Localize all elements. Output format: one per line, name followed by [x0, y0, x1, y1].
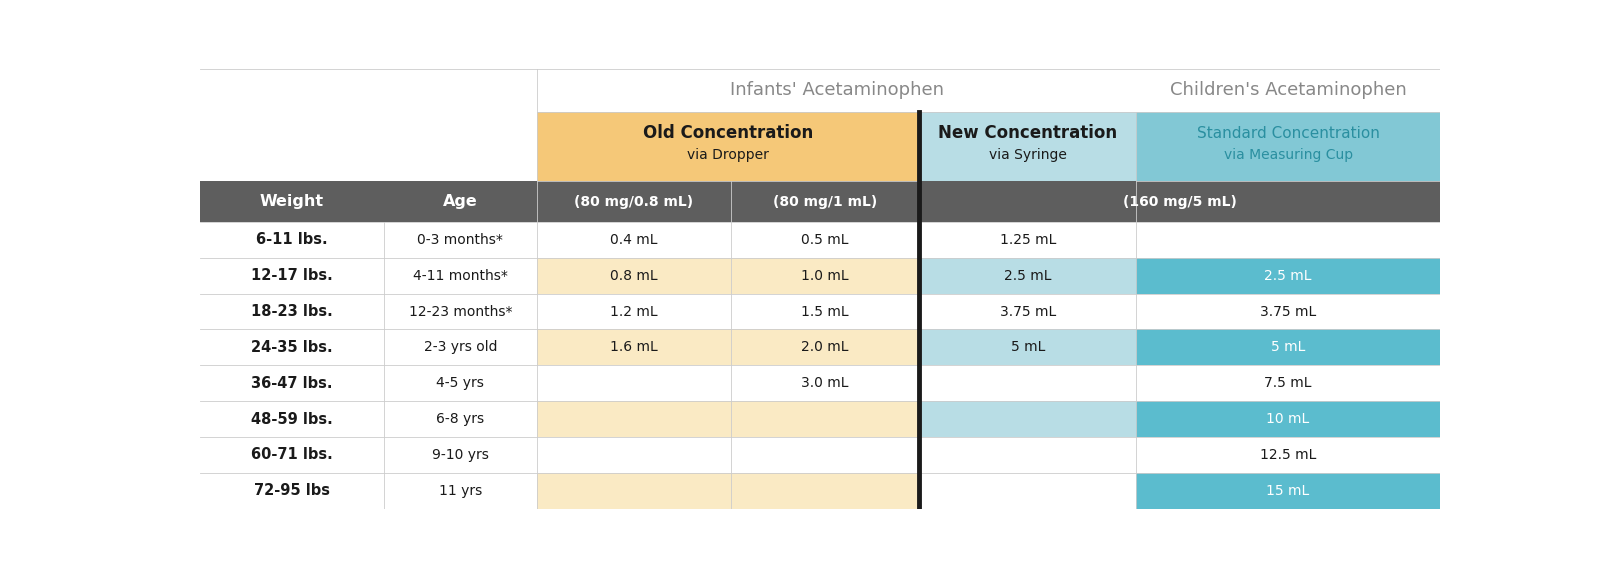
Text: 5 mL: 5 mL: [1011, 340, 1045, 355]
Bar: [918, 437, 1136, 473]
Text: via Measuring Cup: via Measuring Cup: [1224, 148, 1352, 161]
Bar: [538, 222, 918, 258]
Text: 12-23 months*: 12-23 months*: [408, 304, 512, 319]
Bar: [538, 473, 918, 509]
Bar: [538, 329, 918, 366]
Bar: [538, 69, 1136, 112]
Text: 7.5 mL: 7.5 mL: [1264, 376, 1312, 390]
Text: Weight: Weight: [259, 194, 323, 209]
Bar: [538, 437, 918, 473]
Text: 0.5 mL: 0.5 mL: [802, 233, 848, 247]
Bar: [1136, 112, 1440, 181]
Bar: [918, 401, 1136, 437]
Text: 1.2 mL: 1.2 mL: [610, 304, 658, 319]
Text: 4-5 yrs: 4-5 yrs: [437, 376, 485, 390]
Text: 72-95 lbs: 72-95 lbs: [254, 483, 330, 498]
Bar: [538, 366, 918, 401]
Text: 0.4 mL: 0.4 mL: [610, 233, 658, 247]
Text: 2.0 mL: 2.0 mL: [802, 340, 848, 355]
Text: 3.75 mL: 3.75 mL: [1259, 304, 1317, 319]
Text: via Syringe: via Syringe: [989, 148, 1067, 161]
Text: 36-47 lbs.: 36-47 lbs.: [251, 376, 333, 391]
Text: 2-3 yrs old: 2-3 yrs old: [424, 340, 498, 355]
Bar: [538, 258, 918, 293]
Bar: [918, 222, 1136, 258]
Text: 1.25 mL: 1.25 mL: [1000, 233, 1056, 247]
Text: 0-3 months*: 0-3 months*: [418, 233, 504, 247]
Bar: [200, 112, 538, 181]
Text: (160 mg/5 mL): (160 mg/5 mL): [1123, 194, 1237, 209]
Text: 4-11 months*: 4-11 months*: [413, 269, 507, 283]
Text: 3.0 mL: 3.0 mL: [802, 376, 848, 390]
Bar: [538, 112, 918, 181]
Bar: [918, 293, 1136, 329]
Bar: [200, 329, 538, 366]
Bar: [1136, 329, 1440, 366]
Text: 0.8 mL: 0.8 mL: [610, 269, 658, 283]
Text: 2.5 mL: 2.5 mL: [1003, 269, 1051, 283]
Bar: [918, 473, 1136, 509]
Bar: [538, 293, 918, 329]
Bar: [200, 181, 1440, 222]
Text: 60-71 lbs.: 60-71 lbs.: [251, 447, 333, 462]
Text: Children's Acetaminophen: Children's Acetaminophen: [1170, 81, 1406, 99]
Text: New Concentration: New Concentration: [938, 124, 1117, 142]
Text: 10 mL: 10 mL: [1267, 412, 1310, 426]
Bar: [1136, 293, 1440, 329]
Text: 6-11 lbs.: 6-11 lbs.: [256, 232, 328, 247]
Bar: [1136, 366, 1440, 401]
Text: 18-23 lbs.: 18-23 lbs.: [251, 304, 333, 319]
Bar: [1136, 437, 1440, 473]
Text: 12.5 mL: 12.5 mL: [1259, 448, 1317, 462]
Text: 1.0 mL: 1.0 mL: [802, 269, 848, 283]
Text: (80 mg/1 mL): (80 mg/1 mL): [773, 194, 877, 209]
Text: 1.6 mL: 1.6 mL: [610, 340, 658, 355]
Text: Age: Age: [443, 194, 478, 209]
Text: Infants' Acetaminophen: Infants' Acetaminophen: [730, 81, 944, 99]
Bar: [1136, 69, 1440, 112]
Text: 1.5 mL: 1.5 mL: [802, 304, 848, 319]
Bar: [200, 473, 538, 509]
Text: Standard Concentration: Standard Concentration: [1197, 126, 1379, 141]
Bar: [1136, 473, 1440, 509]
Text: Old Concentration: Old Concentration: [643, 124, 813, 142]
Bar: [200, 69, 538, 112]
Text: 15 mL: 15 mL: [1267, 484, 1310, 498]
Text: 48-59 lbs.: 48-59 lbs.: [251, 412, 333, 427]
Bar: [538, 401, 918, 437]
Bar: [200, 293, 538, 329]
Text: 6-8 yrs: 6-8 yrs: [437, 412, 485, 426]
Text: 3.75 mL: 3.75 mL: [1000, 304, 1056, 319]
Bar: [918, 112, 1136, 181]
Text: 2.5 mL: 2.5 mL: [1264, 269, 1312, 283]
Text: 9-10 yrs: 9-10 yrs: [432, 448, 490, 462]
Bar: [200, 366, 538, 401]
Bar: [918, 258, 1136, 293]
Bar: [200, 258, 538, 293]
Bar: [1136, 401, 1440, 437]
Text: 24-35 lbs.: 24-35 lbs.: [251, 340, 333, 355]
Text: (80 mg/0.8 mL): (80 mg/0.8 mL): [574, 194, 693, 209]
Text: 5 mL: 5 mL: [1270, 340, 1306, 355]
Text: 11 yrs: 11 yrs: [438, 484, 482, 498]
Bar: [200, 222, 538, 258]
Bar: [200, 437, 538, 473]
Bar: [918, 366, 1136, 401]
Text: via Dropper: via Dropper: [688, 148, 770, 161]
Bar: [1136, 222, 1440, 258]
Bar: [1136, 258, 1440, 293]
Bar: [200, 401, 538, 437]
Bar: [918, 329, 1136, 366]
Text: 12-17 lbs.: 12-17 lbs.: [251, 268, 333, 283]
